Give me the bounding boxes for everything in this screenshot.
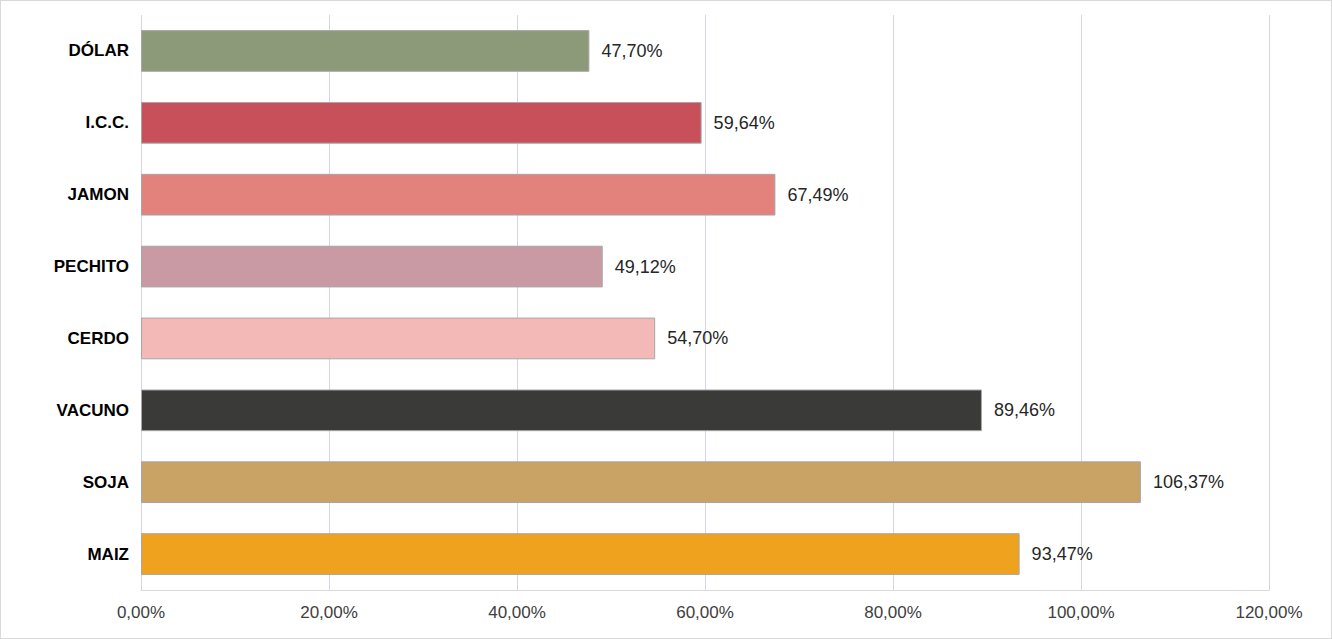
svg-text:47,70%: 47,70% [601, 41, 662, 61]
svg-text:JAMON: JAMON [68, 185, 129, 204]
svg-text:106,37%: 106,37% [1153, 472, 1224, 492]
svg-text:89,46%: 89,46% [994, 400, 1055, 420]
svg-text:59,64%: 59,64% [714, 113, 775, 133]
svg-text:PECHITO: PECHITO [54, 257, 129, 276]
svg-text:54,70%: 54,70% [667, 328, 728, 348]
svg-text:120,00%: 120,00% [1235, 603, 1302, 622]
svg-text:93,47%: 93,47% [1032, 544, 1093, 564]
svg-text:80,00%: 80,00% [864, 603, 922, 622]
svg-text:67,49%: 67,49% [787, 185, 848, 205]
svg-text:CERDO: CERDO [68, 329, 129, 348]
svg-text:0,00%: 0,00% [117, 603, 165, 622]
svg-text:I.C.C.: I.C.C. [86, 113, 129, 132]
svg-text:100,00%: 100,00% [1047, 603, 1114, 622]
svg-text:40,00%: 40,00% [488, 603, 546, 622]
svg-text:SOJA: SOJA [83, 473, 129, 492]
svg-text:MAIZ: MAIZ [87, 545, 129, 564]
svg-text:VACUNO: VACUNO [57, 401, 129, 420]
svg-text:20,00%: 20,00% [300, 603, 358, 622]
svg-text:DÓLAR: DÓLAR [69, 41, 129, 60]
svg-text:60,00%: 60,00% [676, 603, 734, 622]
svg-text:49,12%: 49,12% [615, 257, 676, 277]
